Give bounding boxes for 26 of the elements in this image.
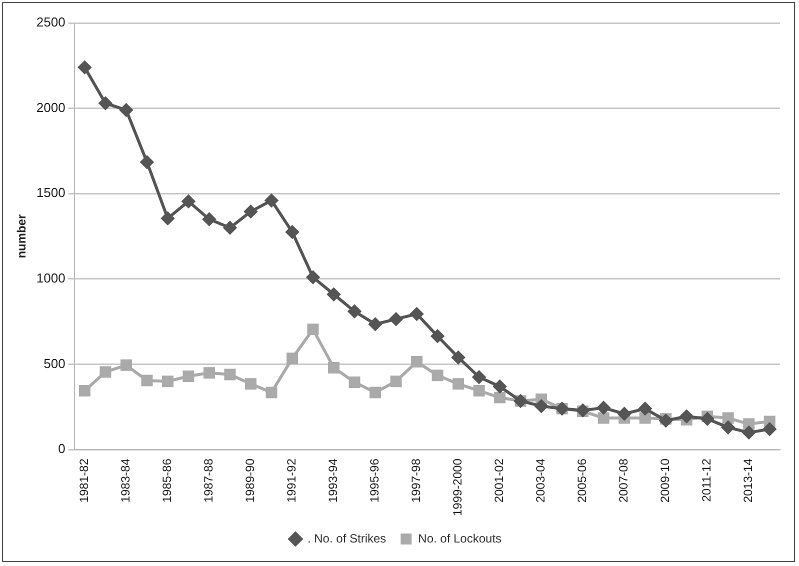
y-tick-label: 0 [58, 441, 66, 456]
x-tick-label: 2001-02 [492, 458, 506, 503]
x-tick-label: 1991-92 [284, 458, 299, 503]
x-tick-label: 1997-98 [409, 458, 424, 503]
x-tick-label: 2011-12 [700, 458, 714, 502]
y-tick-label: 1000 [36, 270, 66, 286]
x-tick-label: 2013-14 [741, 458, 756, 503]
x-tick-label: 1993-94 [326, 458, 340, 503]
x-tick-label: 1989-90 [243, 458, 258, 503]
x-tick-label: 2007-08 [616, 458, 631, 503]
legend-label: . No. of Strikes [307, 531, 386, 546]
x-tick-label: 1983-84 [118, 458, 133, 503]
y-tick-label: 500 [44, 356, 66, 371]
x-tick-label: 2005-06 [575, 458, 590, 503]
y-tick-label: 2000 [36, 100, 66, 115]
x-tick-label: 1995-96 [368, 458, 382, 503]
x-tick-label: 1999-2000 [450, 458, 465, 516]
x-tick-label: 1981-82 [77, 458, 92, 503]
y-tick-label: 1500 [36, 185, 66, 200]
y-axis-title: number [14, 214, 29, 258]
x-tick-label: 2009-10 [658, 458, 672, 503]
x-tick-label: 1987-88 [202, 458, 216, 503]
x-tick-label: 2003-04 [534, 458, 548, 503]
legend-label: No. of Lockouts [418, 531, 502, 546]
y-tick-label: 2500 [36, 14, 66, 30]
x-tick-label: 1985-86 [160, 458, 174, 503]
